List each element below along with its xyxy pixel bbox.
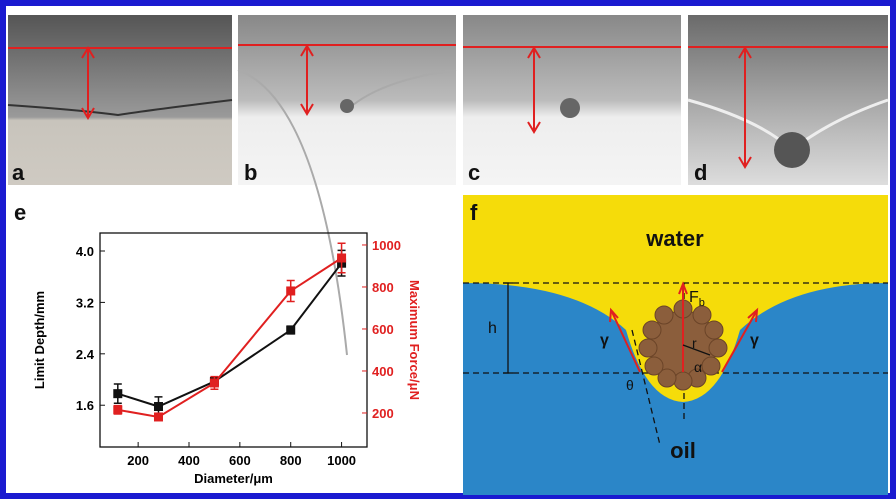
oil-label: oil [670,438,696,463]
x-tick-label: 800 [280,453,302,468]
marker [153,402,163,412]
y2-tick-label: 200 [372,406,394,421]
y2-tick-label: 1000 [372,238,401,253]
force-arrows [609,281,759,373]
plot-frame [99,232,368,448]
y2-tick-label: 600 [372,322,394,337]
h-label: h [488,320,497,337]
panel-label: e [14,200,26,225]
marker [286,286,296,296]
y-tick-label: 2.4 [76,347,95,362]
particle [774,132,810,168]
y2-axis-label: Maximum Force/μN [407,280,422,400]
y-tick-label: 1.6 [76,398,94,413]
y2-tick-label: 400 [372,364,394,379]
marker [153,412,163,422]
gamma-label: γ [750,332,759,349]
photo-a [8,15,232,185]
y-tick-label: 4.0 [76,244,94,259]
particle [340,99,354,113]
y-axis-label: Limit Depth/mm [32,291,47,389]
theta-label: θ [626,377,634,393]
marker [337,253,347,263]
particle [560,98,580,118]
h-marker [503,282,711,374]
panel-label: b [244,160,257,185]
panel-label: a [12,160,25,185]
marker [286,325,296,335]
x-tick-label: 200 [127,453,149,468]
gamma-label: γ [600,332,609,349]
marker [209,378,219,388]
water-phase [463,195,888,402]
interface [7,99,233,117]
y-tick-label: 3.2 [76,295,94,310]
red-markers [8,44,888,169]
x-tick-label: 1000 [327,453,356,468]
marker [113,389,123,399]
marker [113,405,123,415]
fb-sub: b [699,297,705,309]
r-label: r [692,335,697,351]
x-axis-label: Diameter/μm [194,471,273,486]
y2-tick-label: 800 [372,280,394,295]
panel-label: d [694,160,707,185]
x-tick-label: 400 [178,453,200,468]
alpha-label: α [694,359,702,375]
fb-label: Fb [689,289,705,309]
panel-label: f [470,200,478,225]
interface [237,69,457,356]
chart: 200 400 600 800 1000 1.6 2.4 3.2 4.0 200 400 600 800… [32,232,422,486]
panel-label: c [468,160,480,185]
x-tick-label: 600 [229,453,251,468]
fb-main: F [689,289,699,306]
water-label: water [645,226,704,251]
